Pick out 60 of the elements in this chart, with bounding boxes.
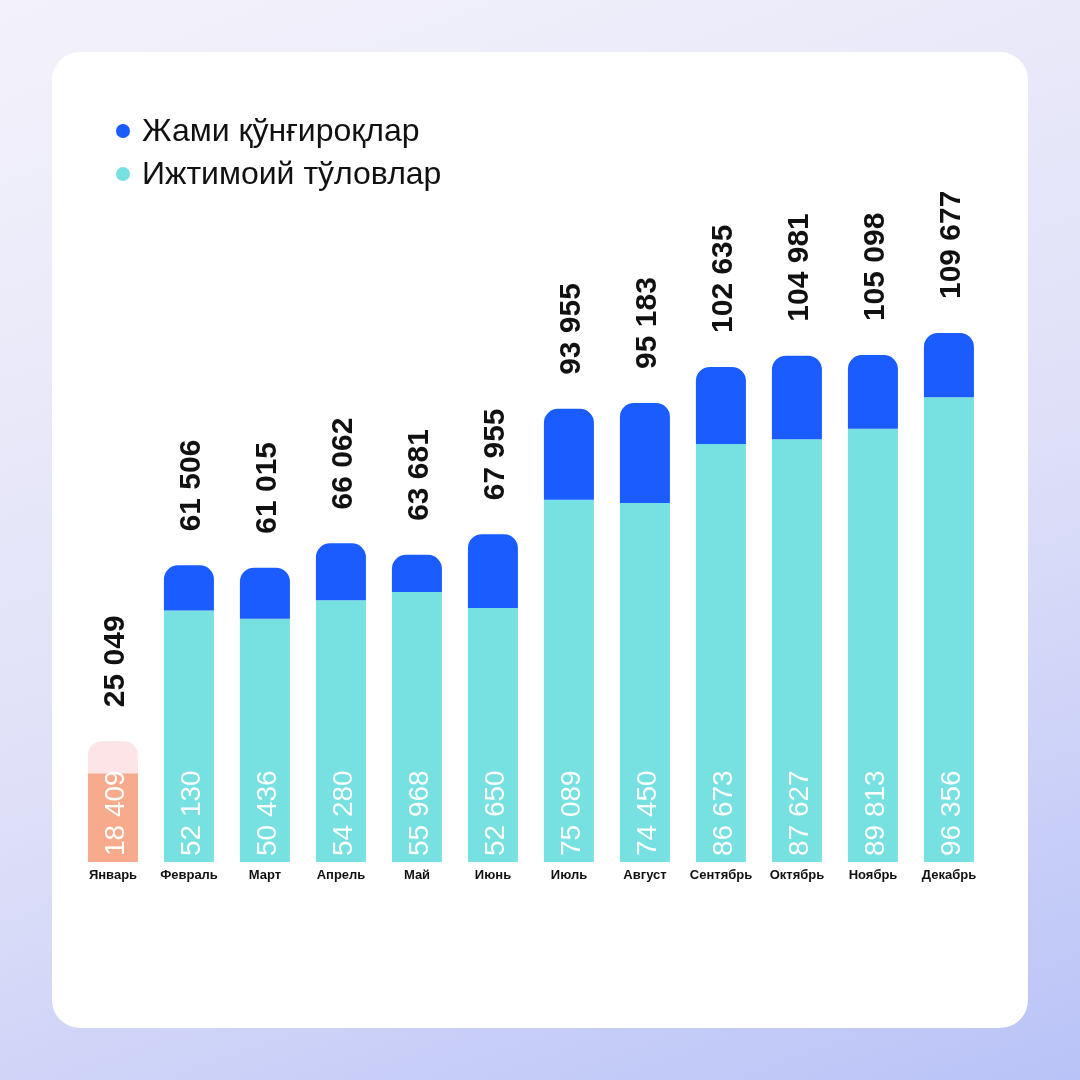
x-tick-label: Январь [88, 867, 138, 883]
bar [543, 408, 594, 500]
bar [847, 355, 898, 429]
total-label: 67 955 [476, 408, 510, 501]
data-label: 52 650 [478, 770, 510, 856]
data-label: 75 089 [554, 770, 586, 856]
legend-label: Ижтимоий тўловлар [141, 155, 443, 192]
x-tick-label: Декабрь [921, 867, 977, 883]
bar [315, 600, 366, 862]
bar [163, 610, 214, 862]
bar [923, 333, 974, 398]
total-label: 61 506 [172, 439, 206, 532]
bar [467, 608, 518, 862]
bar [543, 499, 594, 862]
x-tick-label: Март [248, 867, 282, 883]
data-label: 18 409 [98, 770, 130, 856]
data-label: 87 627 [782, 770, 814, 856]
x-tick-label: Июль [550, 867, 588, 883]
x-tick-label: Август [623, 867, 667, 883]
data-label: 52 130 [174, 770, 206, 856]
bar [695, 366, 746, 444]
total-label: 63 681 [400, 429, 434, 521]
bar [619, 502, 670, 862]
total-label: 109 677 [932, 190, 966, 299]
data-label: 50 436 [250, 770, 282, 856]
x-tick-label: Май [403, 867, 431, 883]
bar [695, 443, 746, 862]
total-label: 105 098 [856, 212, 890, 322]
legend-label: Жами қўнғироқлар [141, 112, 421, 149]
bar [771, 355, 822, 440]
bar [315, 543, 366, 601]
bar [619, 402, 670, 503]
total-label: 102 635 [704, 224, 738, 333]
data-label: 89 813 [858, 770, 890, 856]
total-label: 93 955 [552, 283, 586, 375]
total-label: 61 015 [248, 441, 282, 534]
bar [467, 534, 518, 609]
bar [847, 428, 898, 862]
total-label: 95 183 [628, 277, 662, 369]
x-tick-label: Февраль [160, 867, 218, 883]
bar [391, 592, 442, 862]
bar [239, 567, 290, 619]
data-label: 96 356 [934, 770, 966, 856]
bar [923, 397, 974, 862]
data-label: 55 968 [402, 770, 434, 856]
total-label: 25 049 [96, 615, 130, 708]
data-label: 54 280 [326, 770, 358, 856]
bar [771, 439, 822, 862]
bar [391, 554, 442, 593]
data-label: 74 450 [630, 770, 662, 856]
data-label: 86 673 [706, 770, 738, 856]
x-tick-label: Ноябрь [848, 867, 898, 883]
bar [163, 565, 214, 611]
total-label: 66 062 [324, 417, 358, 510]
total-label: 104 981 [780, 213, 814, 322]
x-tick-label: Июнь [474, 867, 512, 883]
x-tick-label: Апрель [316, 867, 366, 883]
x-tick-label: Октябрь [769, 867, 825, 883]
x-tick-label: Сентябрь [689, 867, 753, 883]
bar [239, 618, 290, 862]
